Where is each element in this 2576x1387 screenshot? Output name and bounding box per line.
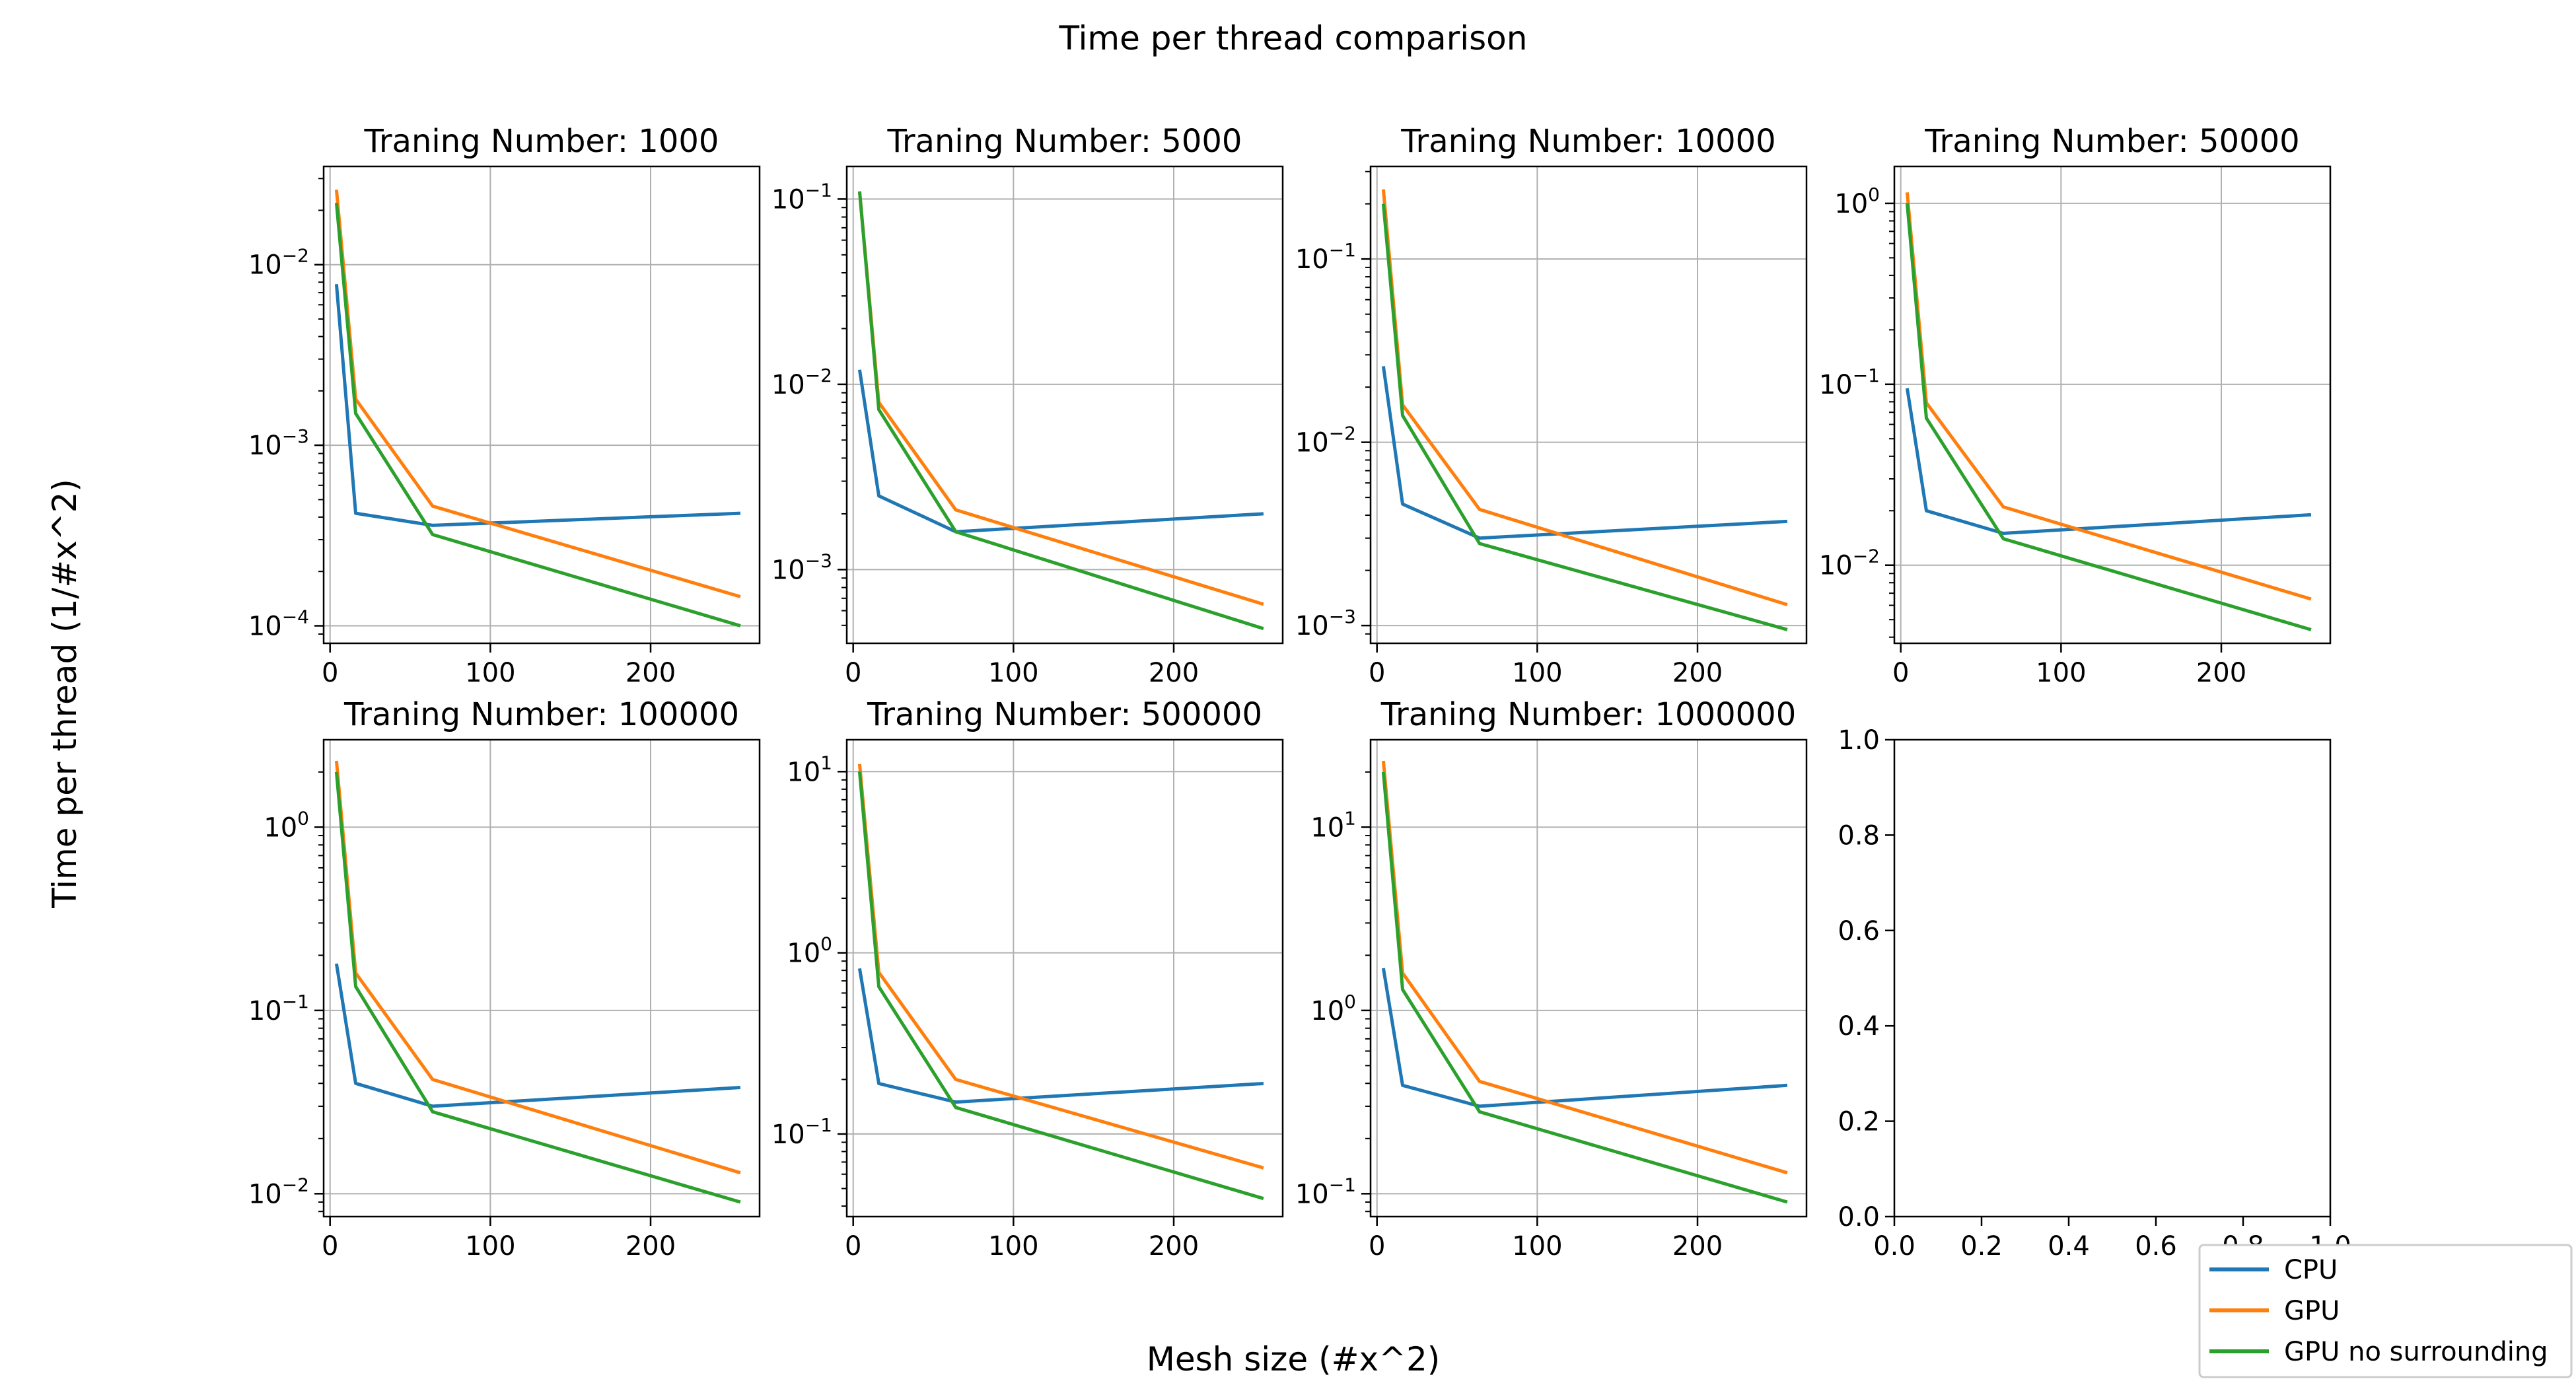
y-tick-label: 100: [1310, 991, 1356, 1026]
subplot-title: Traning Number: 50000: [1924, 123, 2299, 160]
y-tick-label: 10−3: [1295, 606, 1356, 641]
axes-frame: [1893, 165, 2332, 645]
subplot-8: 0.00.20.40.60.81.00.00.20.40.60.81.0: [1838, 725, 2351, 1262]
y-tick-label: 101: [1310, 807, 1356, 843]
legend-label-gpu: GPU: [2284, 1296, 2340, 1326]
subplot-2: 0 100 200 10−3 10−2 10−1 Traning Number: 5000: [771, 123, 1284, 688]
y-tick-label: 10−3: [248, 425, 309, 461]
x-tick-label: 0: [845, 658, 861, 688]
y-tick-label: 1.0: [1838, 725, 1880, 756]
axes-frame: [322, 165, 761, 645]
subplot-1: 0 100 200 10−4 10−3 10−2 Traning Number: 1000: [248, 123, 761, 688]
figure-x-label: Mesh size (#x^2): [1147, 1340, 1441, 1378]
x-tick-label: 200: [1149, 658, 1199, 688]
series-line-gpu-no-surrounding: [334, 202, 741, 627]
y-tick-label: 10−1: [1295, 239, 1356, 275]
x-tick-label: 100: [465, 658, 515, 688]
x-tick-label: 200: [1672, 1231, 1723, 1262]
subplot-title: Traning Number: 500000: [867, 696, 1262, 733]
x-tick-label: 0: [1369, 1231, 1385, 1262]
y-tick-label: 101: [787, 752, 832, 787]
y-tick-label: 0.8: [1838, 820, 1880, 851]
series-line-gpu-no-surrounding: [1381, 771, 1788, 1204]
subplot-title: Traning Number: 1000000: [1380, 696, 1797, 733]
subplot-title: Traning Number: 100000: [343, 696, 739, 733]
series-line-gpu-no-surrounding: [334, 771, 741, 1204]
legend-label-gpu-no-surrounding: GPU no surrounding: [2284, 1337, 2548, 1367]
x-tick-label: 200: [1672, 658, 1723, 688]
x-tick-label: 200: [1149, 1231, 1199, 1262]
y-tick-label: 10−1: [1819, 365, 1880, 400]
x-tick-label: 200: [626, 658, 676, 688]
y-tick-label: 10−1: [248, 991, 309, 1026]
series-line-gpu-no-surrounding: [857, 771, 1264, 1201]
axes-frame: [1369, 738, 1808, 1218]
x-tick-label: 0: [1892, 658, 1909, 688]
y-tick-label: 100: [264, 807, 309, 843]
series-line-gpu-no-surrounding: [857, 191, 1264, 631]
series-line-cpu: [334, 963, 741, 1108]
y-tick-label: 10−3: [771, 550, 832, 585]
y-tick-label: 10−1: [771, 1114, 832, 1150]
x-tick-label: 100: [988, 658, 1038, 688]
y-tick-label: 10−2: [248, 1174, 309, 1209]
y-tick-label: 10−2: [1295, 423, 1356, 458]
subplot-3: 0 100 200 10−3 10−2 10−1 Traning Number: 10000: [1295, 123, 1808, 688]
subplot-title: Traning Number: 5000: [887, 123, 1242, 160]
x-tick-label: 100: [1512, 1231, 1562, 1262]
y-tick-label: 0.6: [1838, 916, 1880, 946]
x-tick-label: 0: [322, 658, 338, 688]
x-tick-label: 0.6: [2135, 1231, 2177, 1262]
x-tick-label: 100: [465, 1231, 515, 1262]
legend: CPU GPU GPU no surrounding: [2198, 1244, 2573, 1378]
x-tick-label: 0.4: [2048, 1231, 2090, 1262]
x-tick-label: 0: [322, 1231, 338, 1262]
x-tick-label: 200: [626, 1231, 676, 1262]
y-tick-label: 100: [1834, 184, 1880, 219]
y-tick-label: 0.0: [1838, 1202, 1880, 1232]
x-tick-label: 100: [1512, 658, 1562, 688]
legend-frame: [2198, 1244, 2573, 1378]
x-tick-label: 100: [2036, 658, 2086, 688]
figure-title: Time per thread comparison: [1059, 19, 1528, 57]
axes-frame: [1893, 738, 2332, 1218]
y-tick-label: 0.4: [1838, 1011, 1880, 1042]
subplot-title: Traning Number: 10000: [1400, 123, 1775, 160]
subplot-4: 0 100 200 10−2 10−1 100 Traning Number: 50000: [1819, 123, 2332, 688]
subplot-title: Traning Number: 1000: [364, 123, 719, 160]
x-tick-label: 0.2: [1960, 1231, 2003, 1262]
figure-y-label: Time per thread (1/#x^2): [46, 479, 84, 909]
y-tick-label: 10−2: [1819, 546, 1880, 581]
axes-frame: [322, 738, 761, 1218]
series-line-gpu-no-surrounding: [1381, 203, 1788, 631]
y-tick-label: 10−1: [771, 179, 832, 215]
axes-frame: [1369, 165, 1808, 645]
y-tick-label: 10−4: [248, 606, 309, 642]
x-tick-label: 0: [1369, 658, 1385, 688]
series-line-gpu-no-surrounding: [1905, 203, 2312, 631]
x-tick-label: 100: [988, 1231, 1038, 1262]
x-tick-label: 0.0: [1873, 1231, 1915, 1262]
axes-frame: [845, 165, 1284, 645]
series-line-cpu: [1381, 968, 1788, 1108]
x-tick-label: 0: [845, 1231, 861, 1262]
x-tick-label: 200: [2196, 658, 2246, 688]
subplot-7: 0 100 200 10−1 100 101 Traning Number: 1000000: [1295, 696, 1808, 1262]
y-tick-label: 10−2: [248, 245, 309, 281]
subplot-6: 0 100 200 10−1 100 101 Traning Number: 500000: [771, 696, 1284, 1262]
series-line-cpu: [1381, 366, 1788, 540]
y-tick-label: 0.2: [1838, 1107, 1880, 1137]
subplot-5: 0 100 200 10−2 10−1 100 Traning Number: 100000: [248, 696, 761, 1262]
y-tick-label: 10−2: [771, 365, 832, 400]
legend-label-cpu: CPU: [2284, 1255, 2338, 1285]
y-tick-label: 10−1: [1295, 1174, 1356, 1209]
axes-frame: [845, 738, 1284, 1218]
series-line-cpu: [1905, 388, 2312, 535]
series-line-cpu: [857, 369, 1264, 534]
series-line-cpu: [334, 283, 740, 527]
y-tick-label: 100: [787, 933, 832, 969]
series-line-cpu: [857, 968, 1264, 1104]
